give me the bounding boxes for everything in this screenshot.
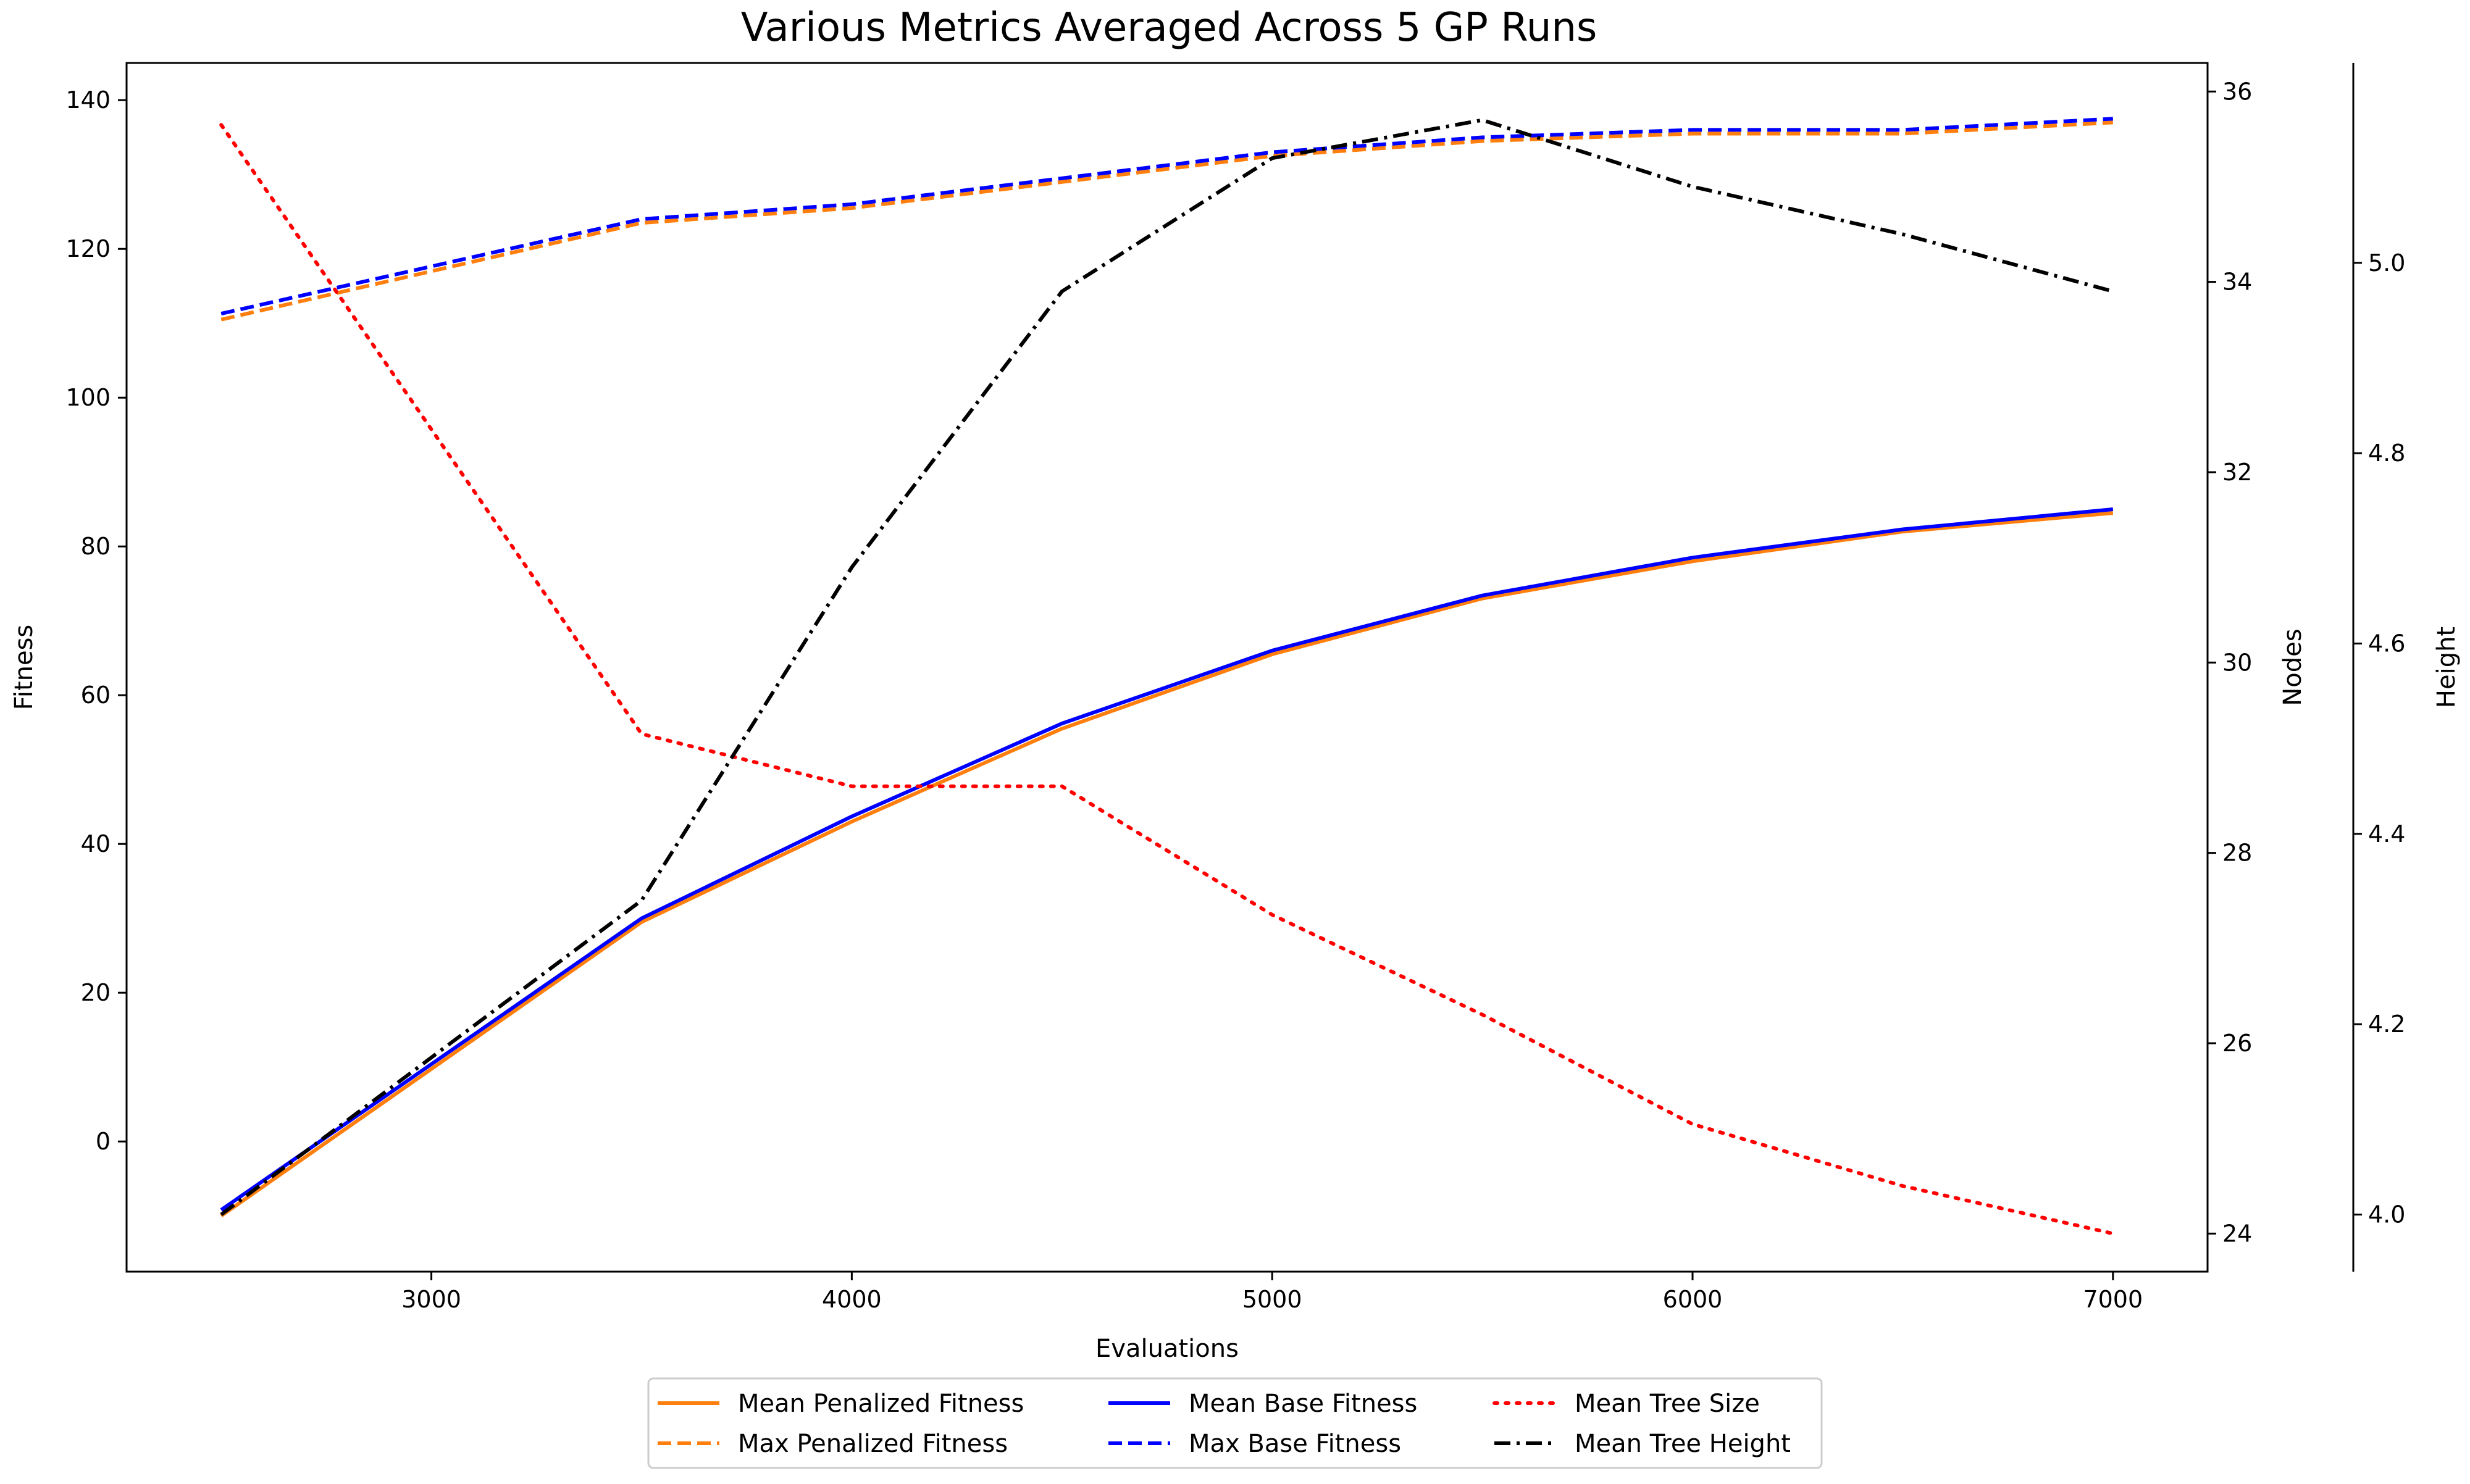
x-tick-label: 5000 [1242,1286,1302,1313]
y2-tick-label: 26 [2222,1030,2252,1057]
series-line-mean-tree-height [220,118,2114,1216]
y2-tick-label: 28 [2222,840,2252,867]
y2-tick-label: 34 [2222,269,2252,296]
legend-label-mean-tree-height: Mean Tree Height [1575,1430,1791,1458]
series-line-max-base-fitness [220,117,2113,316]
x-tick-label: 3000 [401,1286,461,1313]
legend-label-mean-penalized-fitness: Mean Penalized Fitness [738,1390,1024,1418]
y-axis-label: Fitness [10,625,38,711]
y3-tick-label: 4.2 [2368,1011,2405,1038]
chart-title: Various Metrics Averaged Across 5 GP Run… [741,5,1597,51]
x-tick-label: 6000 [1663,1286,1723,1313]
y3-axis-label: Height [2432,627,2461,708]
y-axis-fitness: 0 20 40 60 80 100 120 140 [65,86,127,1155]
series-line-mean-penalized-fitness [220,511,2114,1218]
y2-tick-label: 32 [2222,459,2252,486]
legend-label-max-penalized-fitness: Max Penalized Fitness [738,1430,1008,1458]
y3-tick-label: 4.0 [2368,1201,2405,1228]
y-tick-label: 80 [81,533,111,560]
y-tick-label: 60 [81,682,111,709]
y-tick-label: 100 [65,384,111,411]
y-tick-label: 20 [81,979,111,1006]
plot-frame [125,62,2209,1273]
y3-tick-label: 5.0 [2368,249,2405,277]
y-tick-label: 120 [65,235,111,262]
y3-tick-label: 4.6 [2368,630,2405,657]
legend-label-mean-base-fitness: Mean Base Fitness [1189,1390,1417,1418]
y3-tick-label: 4.8 [2368,440,2405,467]
legend-label-mean-tree-size: Mean Tree Size [1575,1390,1760,1418]
y2-tick-label: 36 [2222,78,2252,105]
y-tick-label: 0 [96,1128,111,1155]
series-line-max-penalized-fitness [220,120,2113,322]
legend: Mean Penalized Fitness Max Penalized Fitn… [647,1377,1823,1469]
y-tick-label: 140 [65,86,111,114]
y-tick-label: 40 [81,830,111,857]
series-line-mean-tree-size [219,123,2115,1236]
x-tick-label: 4000 [822,1286,882,1313]
y-axis-nodes: 24 26 28 30 32 34 36 [2208,78,2252,1247]
x-tick-label: 7000 [2083,1286,2143,1313]
plot-series [219,117,2115,1236]
x-axis-label: Evaluations [1095,1335,1239,1363]
legend-label-max-base-fitness: Max Base Fitness [1189,1430,1401,1458]
legend-frame [647,1377,1823,1469]
y-axis-height: 4.0 4.2 4.4 4.6 4.8 5.0 [2353,249,2405,1228]
y2-tick-label: 24 [2222,1220,2252,1247]
y3-tick-label: 4.4 [2368,820,2405,848]
y2-tick-label: 30 [2222,649,2252,676]
y2-axis-label: Nodes [2279,628,2307,706]
x-axis: 3000 4000 5000 6000 7000 [401,1272,2143,1313]
series-line-mean-base-fitness [220,507,2114,1212]
